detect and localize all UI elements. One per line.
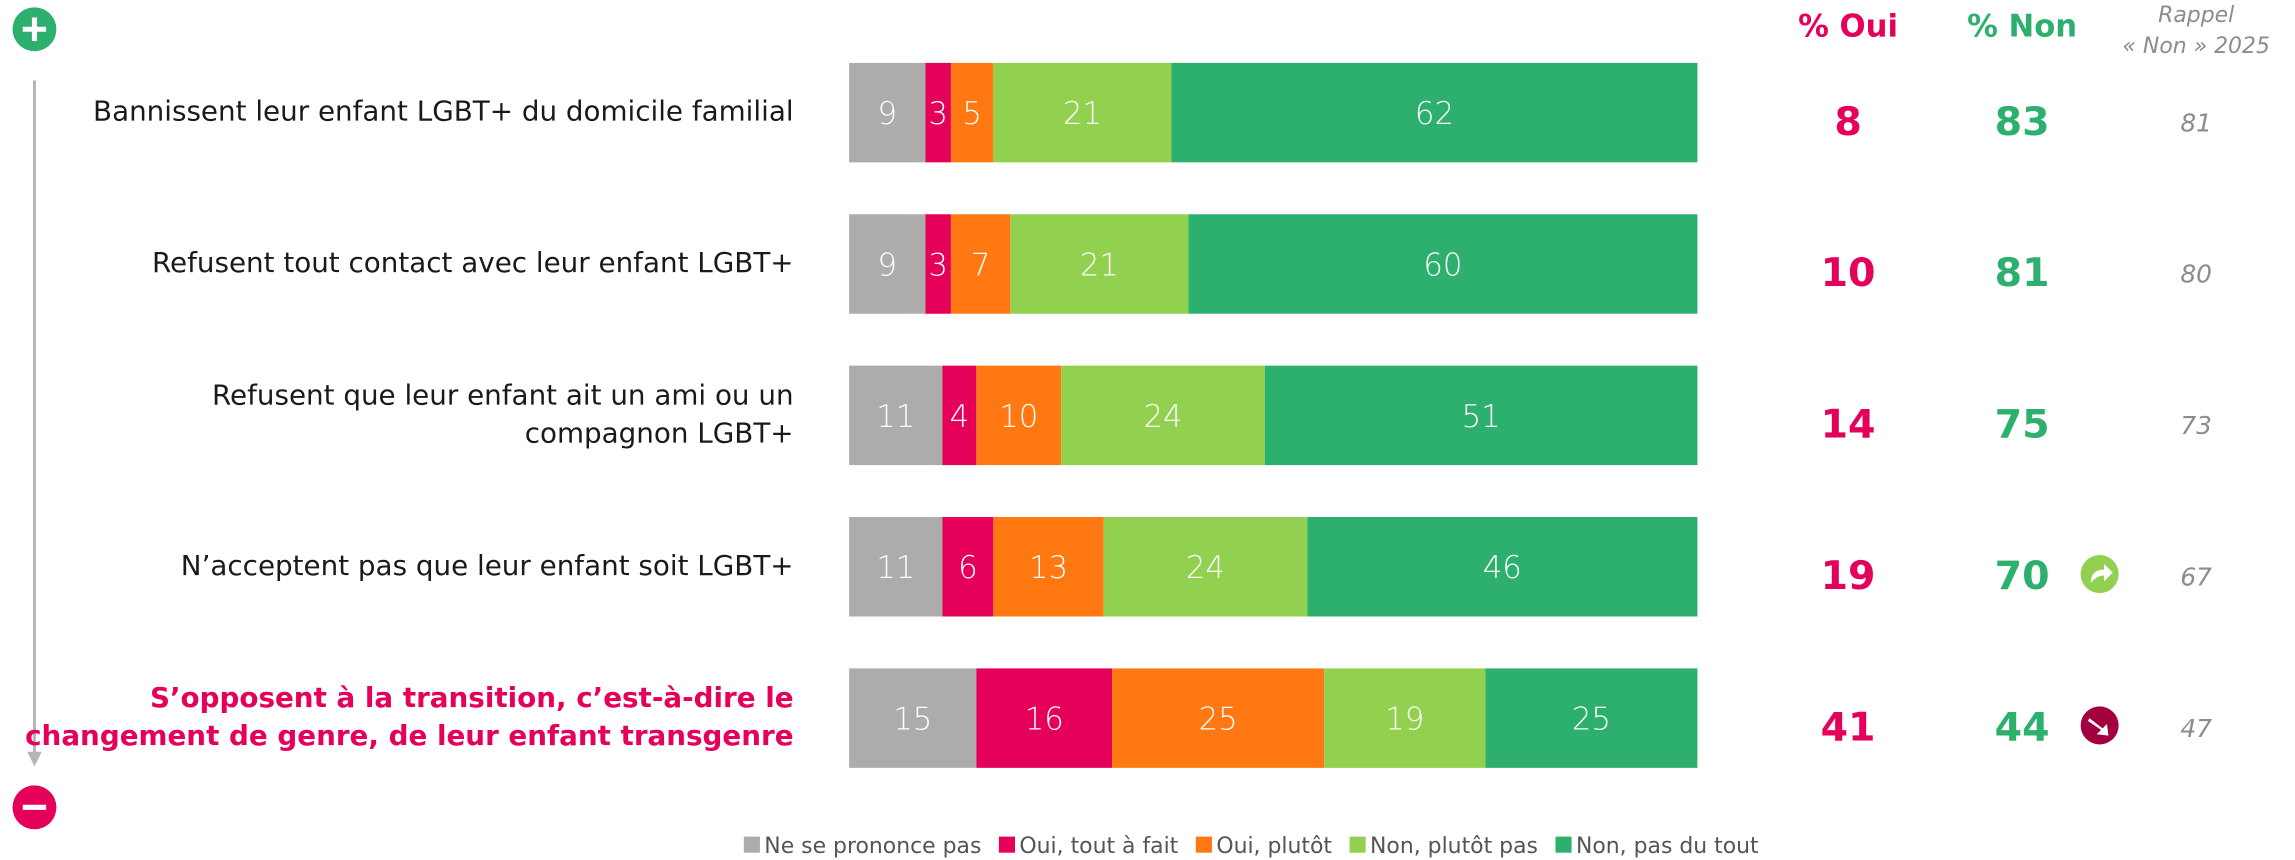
data-label: 7 (971, 247, 991, 283)
reminder-value: 80 (2180, 260, 2212, 289)
summary-value: 19 (1821, 553, 1876, 599)
data-label: 62 (1415, 96, 1454, 132)
category-label: changement de genre, de leur enfant tran… (25, 719, 793, 752)
legend-swatch (1195, 836, 1212, 853)
bar-segment (849, 62, 926, 163)
summary-value: 8 (1834, 99, 1861, 145)
data-label: 60 (1423, 247, 1462, 283)
data-label: 4 (950, 399, 970, 435)
bar-segment (1061, 365, 1265, 466)
data-label: 3 (928, 247, 948, 283)
legend-label: Non, pas du tout (1576, 834, 1759, 859)
bar-segment (849, 668, 977, 768)
reminder-value: 81 (2180, 108, 2212, 137)
bar-segment (925, 214, 951, 314)
summary-value: 75 (1995, 402, 2050, 448)
trend-arrow (2087, 718, 2109, 736)
data-label: 25 (1199, 702, 1238, 738)
category-label: Refusent tout contact avec leur enfant L… (152, 246, 794, 279)
legend-label: Oui, plutôt (1216, 834, 1332, 859)
data-label: 24 (1186, 550, 1225, 586)
data-label: 21 (1080, 247, 1119, 283)
legend-label: Ne se prononce pas (764, 834, 981, 859)
plus-sign (22, 17, 47, 41)
legend-swatch (998, 836, 1016, 853)
summary-value: 44 (1995, 704, 2050, 750)
data-label: 3 (928, 96, 948, 132)
data-label: 15 (893, 702, 932, 738)
trend-icon (2080, 706, 2119, 745)
data-label: 51 (1462, 399, 1501, 435)
bar-segment (942, 365, 977, 466)
bar-segment (993, 62, 1172, 163)
reminder-value: 67 (2180, 562, 2212, 591)
bar-segment (942, 517, 994, 617)
bar-segment (950, 62, 994, 163)
summary-value: 83 (1995, 99, 2050, 145)
bar-segment (849, 365, 943, 466)
column-header: Rappel (2158, 3, 2234, 28)
category-label: S’opposent à la transition, c’est-à-dire… (150, 681, 794, 714)
category-label: compagnon LGBT+ (525, 416, 794, 449)
legend-swatch (1349, 836, 1366, 853)
bar-segment (1010, 214, 1189, 314)
bar-segment (925, 62, 951, 163)
category-label: N’acceptent pas que leur enfant soit LGB… (181, 549, 794, 582)
bar-segment (950, 214, 1011, 314)
data-label: 13 (1029, 550, 1068, 586)
bar-segment (1264, 365, 1698, 466)
legend-swatch (1555, 836, 1572, 853)
bar-segment (993, 517, 1104, 617)
trend-circle (2080, 706, 2119, 745)
bar-segment (1307, 517, 1698, 617)
scale-indicator (12, 7, 57, 830)
bar-segment (976, 365, 1062, 466)
reminder-value: 47 (2180, 714, 2212, 743)
legend-label: Oui, tout à fait (1019, 834, 1178, 859)
data-label: 46 (1483, 550, 1522, 586)
data-label: 16 (1025, 702, 1064, 738)
scale-arrow (27, 751, 42, 767)
summary-value: 14 (1821, 402, 1876, 448)
data-label: 25 (1572, 702, 1611, 738)
data-label: 11 (876, 550, 915, 586)
column-header: « Non » 2025 (2122, 34, 2269, 59)
data-label: 19 (1385, 702, 1424, 738)
trend-icon (2080, 555, 2119, 594)
summary-value: 10 (1821, 250, 1876, 296)
trend-arrow (2090, 563, 2113, 583)
column-header: % Non (1967, 8, 2077, 44)
data-label: 11 (876, 399, 915, 435)
column-header: % Oui (1798, 8, 1898, 44)
bar-segment (1112, 668, 1325, 768)
data-label: 9 (878, 247, 898, 283)
summary-value: 41 (1821, 704, 1876, 750)
data-label: 6 (958, 550, 978, 586)
data-label: 9 (878, 96, 898, 132)
legend-swatch (743, 836, 760, 853)
bar-segment (976, 668, 1113, 768)
bar-segment (1171, 62, 1698, 163)
summary-value: 81 (1995, 250, 2050, 296)
summary-value: 70 (1995, 553, 2050, 599)
category-label: Bannissent leur enfant LGBT+ du domicile… (93, 95, 794, 128)
legend-label: Non, plutôt pas (1370, 834, 1538, 859)
data-label: 10 (999, 399, 1038, 435)
reminder-value: 73 (2180, 411, 2212, 440)
bar-segment (849, 517, 943, 617)
bar-segment (1103, 517, 1308, 617)
category-label: Refusent que leur enfant ait un ami ou u… (212, 378, 794, 411)
bar-segment (1485, 668, 1698, 768)
data-label: 21 (1063, 96, 1102, 132)
data-label: 5 (962, 96, 982, 132)
bar-segment (1324, 668, 1486, 768)
data-label: 24 (1143, 399, 1182, 435)
bar-segment (1188, 214, 1698, 314)
bar-segment (849, 214, 926, 314)
